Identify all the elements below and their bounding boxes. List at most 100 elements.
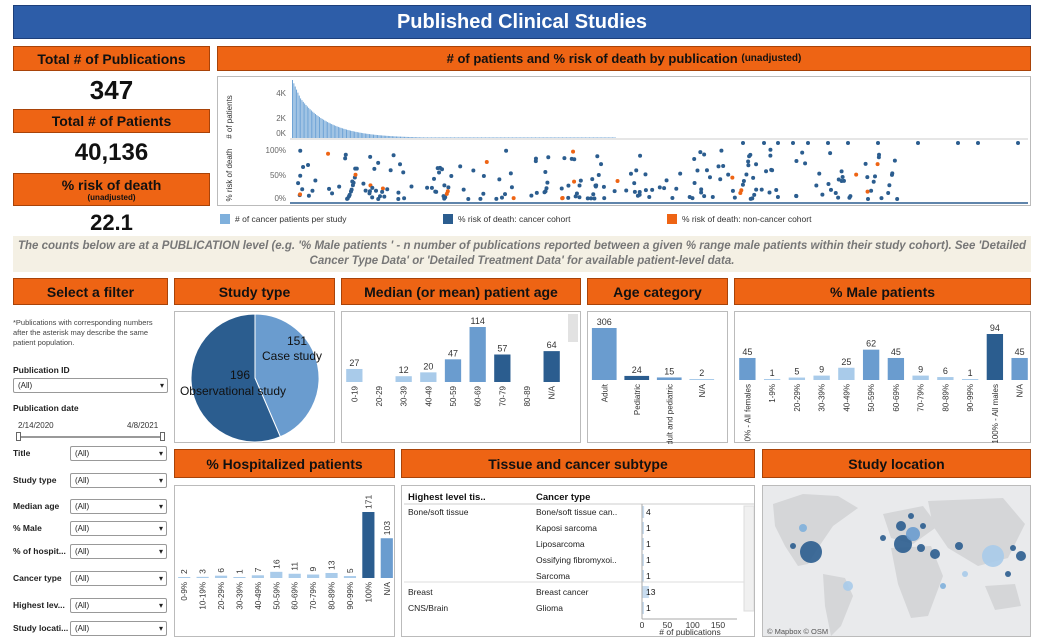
risk-dot	[695, 168, 700, 173]
risk-dot	[594, 183, 599, 188]
cancer-row-label: Ossifying fibromyxoi..	[536, 555, 617, 565]
patients-bar	[536, 137, 538, 138]
filter-select[interactable]: (All) ▾	[70, 499, 167, 514]
pie-value-observational: 196	[230, 368, 250, 382]
date-slider-handle-start[interactable]	[16, 432, 21, 441]
bar-value-label: 9	[918, 365, 923, 375]
risk-dot	[767, 190, 772, 195]
bar-value-label: 25	[841, 357, 851, 367]
patients-bar	[509, 137, 511, 138]
pubid-select[interactable]: (All) ▾	[13, 378, 168, 393]
filter-select[interactable]: (All) ▾	[70, 521, 167, 536]
pie-slice	[190, 313, 282, 443]
patients-bar	[494, 137, 496, 138]
bar-value-label: 47	[448, 348, 458, 358]
filter-select[interactable]: (All) ▾	[70, 571, 167, 586]
top-chart-panel: # of patients % risk of death 4K 2K 0K 1…	[217, 76, 1031, 206]
patients-bar	[347, 129, 349, 138]
risk-dot	[511, 196, 516, 201]
risk-dot	[892, 158, 897, 163]
risk-dot	[746, 163, 751, 168]
risk-dot	[635, 193, 640, 198]
study-location-map[interactable]: © Mapbox © OSM	[762, 485, 1031, 637]
patients-bar	[352, 131, 354, 138]
tissue-bar	[642, 554, 644, 566]
bar	[395, 376, 412, 382]
bar-category-label: N/A	[383, 581, 392, 595]
risk-dot	[566, 195, 571, 200]
patients-bar	[444, 137, 446, 138]
bar	[689, 379, 715, 380]
patients-bar	[481, 137, 482, 138]
patients-bar	[401, 136, 403, 138]
risk-dot	[678, 171, 683, 176]
bar	[887, 357, 905, 380]
patients-bar	[555, 137, 557, 138]
risk-dot	[869, 188, 874, 193]
patients-bar	[559, 137, 561, 138]
bar-value-label: 94	[990, 323, 1000, 333]
patients-bar	[560, 137, 562, 138]
legend-label-patients: # of cancer patients per study	[235, 214, 347, 224]
bar	[788, 377, 806, 380]
filter-select-value: (All)	[75, 574, 90, 583]
filter-select[interactable]: (All) ▾	[70, 544, 167, 559]
risk-dot	[754, 187, 759, 192]
tissue-axis-tick: 150	[711, 620, 725, 630]
hospitalized-header: % Hospitalized patients	[174, 449, 395, 478]
risk-dot	[425, 185, 430, 190]
patients-bar	[466, 137, 468, 138]
filter-select[interactable]: (All) ▾	[70, 621, 167, 636]
risk-dot	[442, 183, 447, 188]
risk-dot	[330, 191, 335, 196]
patients-bar	[383, 135, 385, 138]
filter-label: Highest lev...	[13, 600, 65, 610]
bar-value-label: 11	[290, 562, 300, 571]
filter-select[interactable]: (All) ▾	[70, 446, 167, 461]
bar-category-label: 30-39%	[818, 384, 827, 412]
patients-bar	[497, 137, 499, 138]
risk-dot	[865, 196, 870, 201]
risk-dot	[349, 187, 354, 192]
map-bubble	[908, 513, 914, 519]
filter-label: Median age	[13, 501, 60, 511]
patients-bar	[535, 137, 536, 138]
patients-bar	[358, 132, 360, 138]
patients-bar	[533, 137, 535, 138]
risk-dot	[402, 196, 407, 201]
risk-dot	[634, 168, 639, 173]
patients-bar	[343, 128, 345, 138]
bar	[494, 354, 511, 382]
tissue-bar	[642, 602, 644, 614]
bar-value-label: 20	[423, 361, 433, 371]
patients-bar	[503, 137, 505, 138]
map-bubble	[896, 521, 906, 531]
risk-dot	[327, 186, 332, 191]
patients-bar	[553, 137, 555, 138]
risk-dot	[544, 186, 549, 191]
bar	[420, 372, 437, 382]
chevron-down-icon: ▾	[158, 624, 163, 633]
date-slider-handle-end[interactable]	[160, 432, 165, 441]
risk-dot	[306, 162, 311, 167]
patients-bar	[613, 137, 615, 138]
bar	[1011, 357, 1028, 380]
bar-value-label: 2	[699, 368, 704, 378]
risk-dot	[632, 181, 637, 186]
filter-select[interactable]: (All) ▾	[70, 473, 167, 488]
date-slider-track[interactable]	[18, 436, 165, 438]
filter-label: % of hospit...	[13, 546, 66, 556]
hospitalized-chart: 2 0-9% 3 10-19% 6 20-29% 1 30-39% 7 40-49% 16 50-59…	[178, 495, 393, 610]
patients-bar	[298, 95, 300, 138]
filter-select[interactable]: (All) ▾	[70, 598, 167, 613]
age-category-chart: 306 Adult 24 Pediatric 15 Adult and pediatric…	[591, 317, 715, 450]
patients-bar	[518, 137, 520, 138]
risk-dot	[762, 141, 766, 145]
patients-bar	[305, 104, 307, 138]
cancer-row-label: Sarcoma	[536, 571, 570, 581]
risk-dot	[872, 174, 877, 179]
median-age-header: Median (or mean) patient age	[341, 278, 581, 305]
risk-dot	[301, 165, 306, 170]
patients-bar	[491, 137, 493, 138]
risk-dot	[508, 171, 513, 176]
